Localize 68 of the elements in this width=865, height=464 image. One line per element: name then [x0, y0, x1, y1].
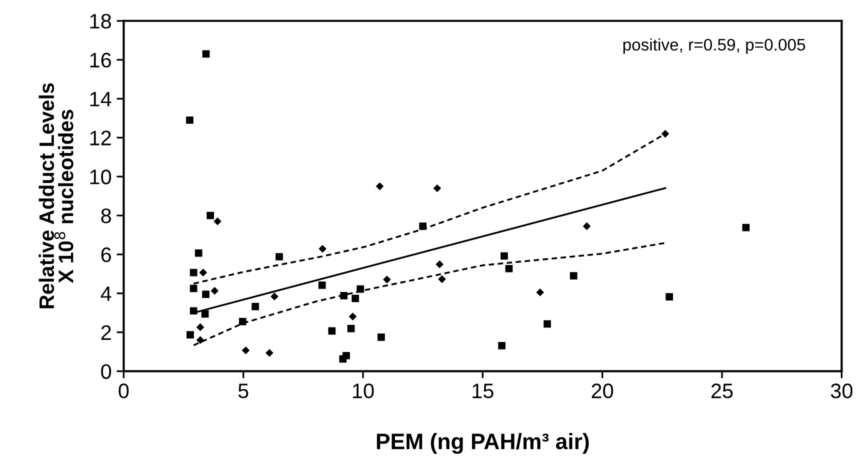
- point: [206, 212, 214, 220]
- point: [661, 130, 670, 138]
- point: [328, 327, 336, 335]
- point: [505, 264, 513, 272]
- point: [544, 320, 551, 328]
- point: [186, 116, 194, 124]
- x-tick-label: 5: [238, 384, 248, 398]
- point: [270, 292, 278, 300]
- point: [266, 348, 274, 357]
- point: [536, 288, 544, 296]
- y-tick-label: 10: [90, 170, 112, 184]
- point: [199, 268, 208, 276]
- point: [433, 184, 442, 192]
- point: [340, 292, 348, 300]
- point: [570, 272, 578, 280]
- point: [186, 331, 194, 338]
- line-series: [192, 242, 666, 346]
- point: [356, 285, 364, 293]
- point: [318, 244, 326, 253]
- x-tick-label: 15: [472, 384, 494, 398]
- point: [378, 333, 385, 341]
- point: [582, 222, 591, 230]
- point: [190, 284, 198, 292]
- point: [202, 50, 210, 58]
- point: [348, 312, 357, 320]
- point: [383, 276, 391, 284]
- point: [742, 224, 750, 232]
- y-tick-label: 18: [90, 14, 111, 29]
- y-tick-label: 14: [90, 92, 112, 106]
- y-tick-label: 8: [101, 208, 111, 224]
- point: [276, 253, 283, 260]
- y-tick-label: 12: [90, 130, 111, 146]
- y-tick-label: 4: [100, 286, 112, 301]
- point: [201, 310, 209, 318]
- x-tick-label: 30: [830, 384, 852, 398]
- point: [202, 290, 210, 298]
- point: [190, 307, 198, 315]
- point: [352, 294, 360, 302]
- point: [214, 217, 222, 226]
- point: [238, 318, 246, 326]
- annotation: positive, r=0.59, p=0.005: [623, 38, 806, 54]
- point: [242, 346, 250, 354]
- y-tick-label: 6: [101, 247, 111, 262]
- point: [342, 352, 350, 360]
- point: [196, 323, 204, 332]
- point: [194, 249, 202, 257]
- x-axis-title: PEM (ng PAH/m³ air): [376, 432, 589, 454]
- point: [419, 222, 427, 230]
- x-tick-label: 10: [353, 384, 374, 398]
- y-tick-label: 16: [90, 52, 111, 68]
- y-axis-title: Relative Adduct Levels X 10$^{8}$ nucleotides: [38, 83, 74, 308]
- y-tick-label: 0: [101, 364, 112, 379]
- point: [666, 293, 674, 301]
- point: [190, 268, 198, 276]
- point: [438, 275, 446, 284]
- point: [252, 302, 259, 310]
- point: [498, 342, 506, 350]
- point: [500, 252, 508, 260]
- point: [318, 282, 326, 289]
- y-tick-label: 2: [101, 325, 111, 340]
- x-tick-label: 20: [592, 384, 614, 398]
- point: [436, 260, 444, 268]
- x-tick-label: 0: [118, 384, 129, 398]
- x-tick-label: 25: [711, 384, 733, 398]
- point: [347, 324, 355, 332]
- point: [196, 336, 204, 344]
- point: [376, 182, 384, 190]
- point: [210, 286, 219, 295]
